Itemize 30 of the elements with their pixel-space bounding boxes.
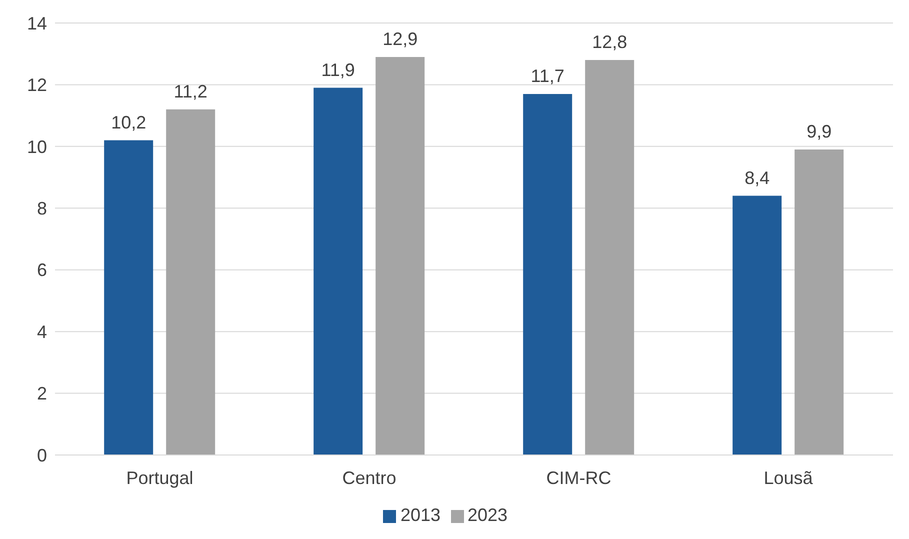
data-label: 11,7	[530, 66, 564, 86]
y-tick-label: 6	[36, 260, 47, 280]
data-label: 11,9	[321, 60, 355, 80]
bar	[376, 56, 425, 455]
data-label: 12,9	[382, 28, 418, 49]
x-tick-label: Portugal	[126, 468, 194, 488]
y-tick-label: 4	[36, 322, 47, 342]
y-tick-label: 2	[36, 384, 47, 404]
bar	[732, 196, 782, 455]
legend-label: 2023	[468, 505, 508, 525]
data-label: 8,4	[744, 168, 770, 188]
y-tick-label: 14	[26, 13, 47, 34]
data-label: 10,2	[111, 112, 146, 132]
y-tick-label: 12	[26, 75, 47, 96]
x-tick-label: Centro	[342, 468, 396, 488]
bar	[794, 150, 844, 455]
bar	[585, 60, 634, 455]
data-label: 12,8	[592, 32, 628, 52]
legend-label: 2013	[400, 505, 440, 525]
y-tick-label: 10	[26, 136, 47, 157]
y-tick-label: 8	[36, 198, 47, 219]
bar	[523, 94, 572, 455]
bar	[104, 140, 154, 455]
data-label: 11,2	[174, 81, 208, 102]
data-label: 9,9	[806, 122, 832, 142]
x-tick-label: CIM-RC	[546, 468, 612, 488]
bar	[314, 88, 363, 455]
bar	[166, 109, 216, 455]
y-tick-label: 0	[36, 445, 47, 466]
x-tick-label: Lousã	[764, 468, 814, 488]
